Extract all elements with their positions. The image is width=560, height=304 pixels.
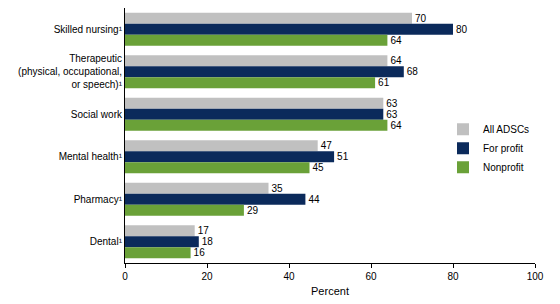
svg-text:16: 16 [194, 247, 206, 258]
svg-text:61: 61 [378, 77, 390, 88]
svg-text:64: 64 [390, 120, 402, 131]
svg-text:For profit: For profit [483, 143, 523, 154]
svg-text:47: 47 [321, 140, 333, 151]
svg-text:64: 64 [390, 55, 402, 66]
svg-text:70: 70 [415, 13, 427, 24]
svg-text:20: 20 [201, 271, 213, 282]
svg-text:Therapeutic(physical, occupati: Therapeutic(physical, occupational,or sp… [18, 53, 123, 90]
svg-text:Nonprofit: Nonprofit [483, 162, 524, 173]
svg-text:Social work: Social work [71, 109, 123, 120]
svg-text:40: 40 [283, 271, 295, 282]
svg-text:18: 18 [202, 236, 214, 247]
svg-text:80: 80 [447, 271, 459, 282]
svg-text:63: 63 [386, 98, 398, 109]
svg-text:Percent: Percent [311, 285, 349, 297]
svg-text:29: 29 [247, 205, 259, 216]
svg-text:0: 0 [122, 271, 128, 282]
svg-text:51: 51 [337, 151, 349, 162]
svg-text:Pharmacy¹: Pharmacy¹ [74, 194, 123, 205]
svg-text:68: 68 [407, 66, 419, 77]
svg-text:Mental health¹: Mental health¹ [59, 151, 123, 162]
svg-text:35: 35 [272, 183, 284, 194]
svg-text:100: 100 [527, 271, 544, 282]
svg-text:44: 44 [308, 194, 320, 205]
svg-text:63: 63 [386, 109, 398, 120]
svg-text:Dental¹: Dental¹ [90, 236, 123, 247]
svg-text:Skilled nursing¹: Skilled nursing¹ [54, 24, 123, 35]
svg-text:45: 45 [313, 162, 325, 173]
svg-text:80: 80 [456, 24, 468, 35]
svg-text:All ADSCs: All ADSCs [483, 124, 529, 135]
svg-text:64: 64 [390, 35, 402, 46]
svg-text:60: 60 [365, 271, 377, 282]
svg-text:17: 17 [198, 225, 210, 236]
